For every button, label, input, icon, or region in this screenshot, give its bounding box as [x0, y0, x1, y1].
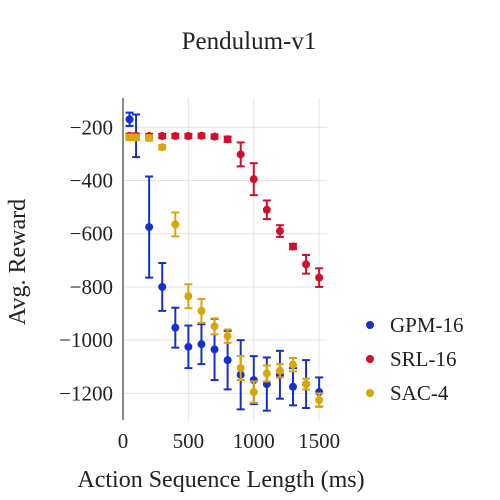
y-tick-label: −400 [70, 168, 113, 192]
data-point [249, 175, 258, 184]
data-point [315, 396, 324, 405]
y-tick-label: −1200 [59, 381, 113, 405]
y-tick-label: −600 [70, 222, 113, 246]
data-point [249, 388, 258, 397]
data-point [302, 260, 311, 269]
x-tick-label: 500 [173, 429, 205, 453]
data-point [184, 292, 193, 301]
x-tick-label: 1500 [298, 429, 340, 453]
data-point [223, 135, 232, 144]
plot-area [125, 111, 324, 412]
data-point [132, 133, 141, 142]
data-point [125, 133, 134, 142]
data-point [236, 150, 245, 159]
data-point [223, 356, 232, 365]
y-tick-label: −1000 [59, 328, 113, 352]
data-point [197, 340, 206, 349]
data-point [158, 132, 167, 141]
data-point [184, 342, 193, 351]
data-point [262, 369, 271, 378]
legend-label-srl-16: SRL-16 [390, 347, 457, 371]
x-tick-label: 0 [118, 429, 129, 453]
legend-label-gpm-16: GPM-16 [390, 313, 464, 337]
legend-marker-sac-4 [366, 389, 374, 397]
legend-label-sac-4: SAC-4 [390, 381, 449, 405]
data-point [197, 131, 206, 140]
data-point [145, 133, 154, 142]
data-point [223, 332, 232, 341]
y-tick-label: −200 [70, 115, 113, 139]
data-point [236, 364, 245, 373]
legend: GPM-16 SRL-16 SAC-4 [366, 313, 464, 405]
data-point [302, 380, 311, 389]
data-point [289, 360, 297, 369]
data-point [289, 242, 297, 251]
data-point [145, 223, 154, 232]
data-point [197, 306, 206, 315]
data-point [210, 322, 219, 331]
data-point [275, 366, 284, 375]
y-tick-label: −800 [70, 275, 113, 299]
data-point [262, 205, 271, 214]
y-axis-title: Avg. Reward [5, 199, 31, 325]
chart-title: Pendulum-v1 [182, 28, 317, 55]
data-point [315, 273, 324, 282]
data-point [171, 220, 180, 229]
series-sac-4 [125, 133, 324, 408]
x-tick-label: 1000 [233, 429, 275, 453]
legend-marker-gpm-16 [366, 321, 374, 329]
series-srl-16 [125, 131, 324, 288]
data-point [184, 132, 193, 141]
data-point [210, 345, 219, 354]
axis-layer: 0 500 1000 1500 −200 −400 −600 −800 −1000 −1200 [59, 98, 340, 453]
data-point [275, 227, 284, 236]
legend-marker-srl-16 [366, 355, 374, 363]
data-point [210, 132, 219, 141]
data-point [158, 282, 167, 291]
data-point [171, 323, 180, 332]
data-point [158, 143, 167, 152]
data-point [125, 115, 134, 124]
x-axis-title: Action Sequence Length (ms) [77, 467, 364, 493]
data-point [171, 132, 180, 141]
data-point [289, 382, 297, 391]
